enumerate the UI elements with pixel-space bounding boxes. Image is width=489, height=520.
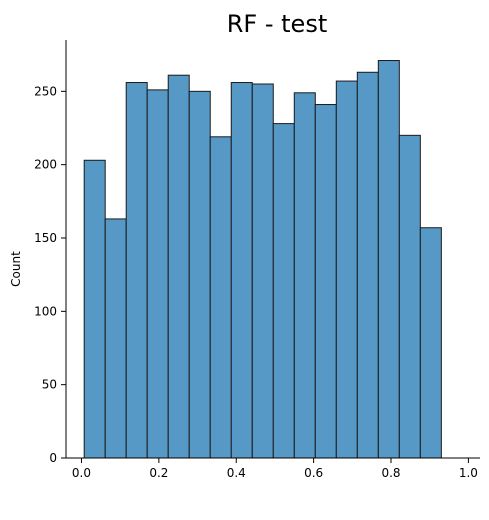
y-tick-label: 250 bbox=[34, 84, 57, 98]
histogram-bar bbox=[209, 136, 232, 459]
y-tick-label: 100 bbox=[34, 304, 57, 318]
histogram-bar bbox=[146, 89, 169, 459]
histogram-bar bbox=[125, 82, 148, 459]
histogram-bar bbox=[230, 82, 253, 459]
histogram-bar bbox=[419, 227, 442, 459]
x-tick-label: 0.0 bbox=[72, 466, 91, 480]
bars-group bbox=[83, 60, 442, 459]
y-axis: 0 50 100 150 200 250 bbox=[34, 84, 66, 465]
histogram-bar bbox=[167, 74, 190, 459]
x-tick-label: 1.0 bbox=[459, 466, 478, 480]
x-tick-label: 0.8 bbox=[381, 466, 400, 480]
histogram-bar bbox=[335, 80, 358, 459]
y-tick-label: 50 bbox=[42, 378, 57, 392]
histogram-bar bbox=[188, 90, 211, 459]
x-tick-label: 0.2 bbox=[149, 466, 168, 480]
y-tick-label: 0 bbox=[49, 451, 57, 465]
histogram-bar bbox=[398, 134, 421, 459]
histogram-bar bbox=[83, 159, 106, 459]
y-tick-label: 150 bbox=[34, 231, 57, 245]
chart-title: RF - test bbox=[227, 10, 328, 38]
histogram-bar bbox=[251, 83, 274, 459]
x-tick-label: 0.6 bbox=[304, 466, 323, 480]
histogram-bar bbox=[356, 71, 379, 459]
histogram-bar bbox=[293, 92, 316, 459]
y-axis-label: Count bbox=[9, 251, 23, 287]
histogram-bar bbox=[377, 60, 400, 459]
histogram-bar bbox=[272, 123, 295, 459]
y-tick-label: 200 bbox=[34, 158, 57, 172]
histogram-bar bbox=[104, 218, 127, 459]
histogram-bar bbox=[314, 104, 337, 459]
x-axis: 0.0 0.2 0.4 0.6 0.8 1.0 bbox=[72, 458, 478, 480]
x-tick-label: 0.4 bbox=[227, 466, 246, 480]
